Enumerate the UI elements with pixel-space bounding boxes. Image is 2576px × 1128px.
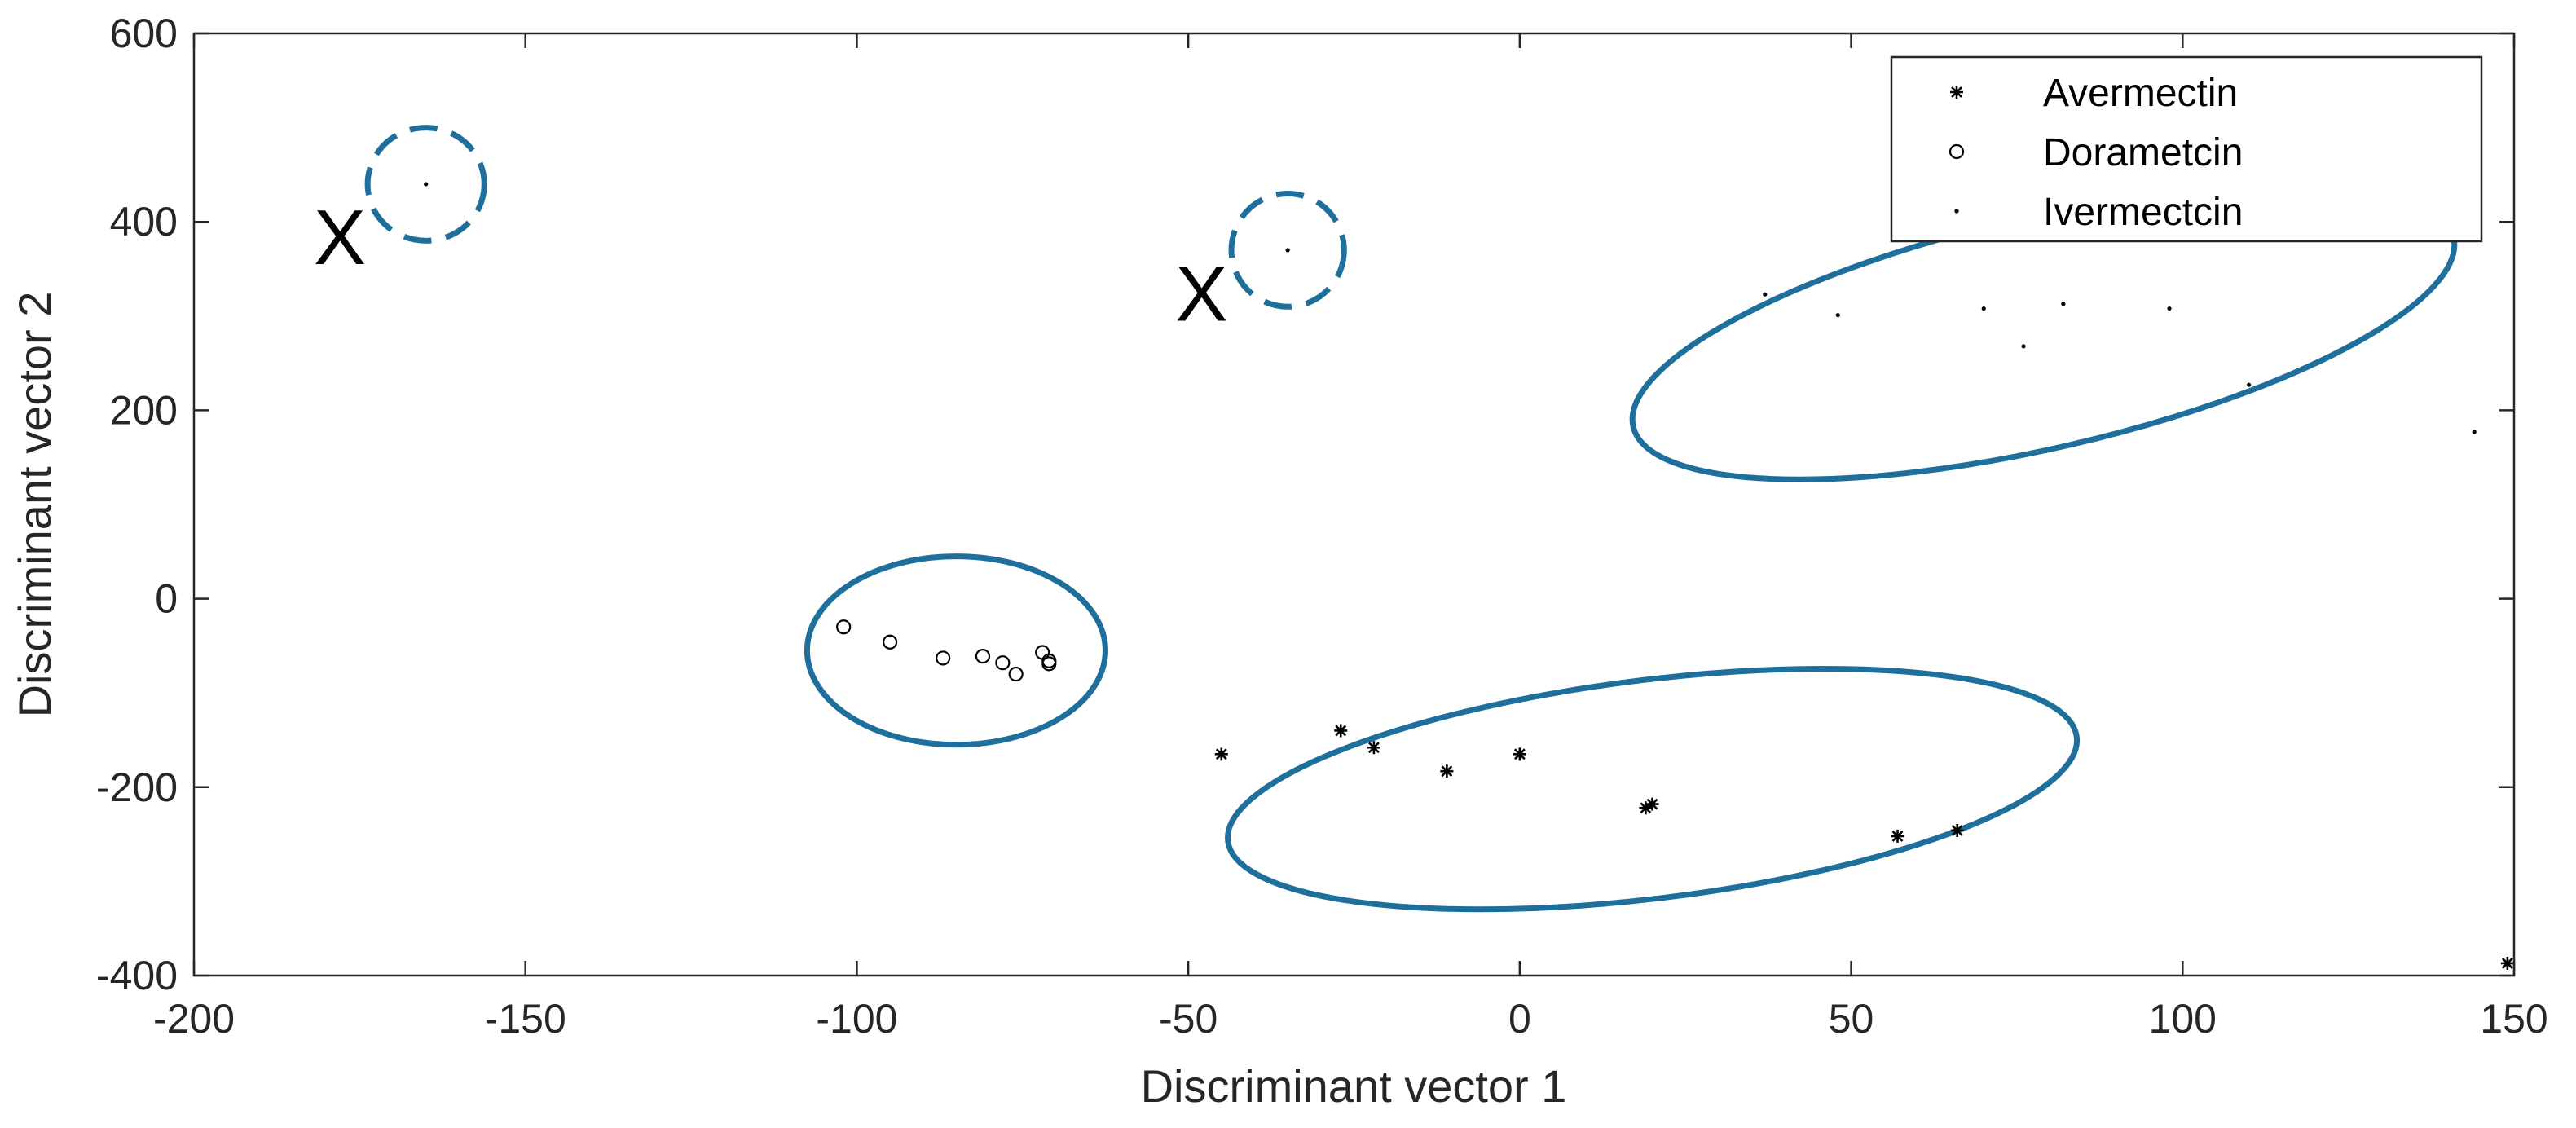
dorametcin-point	[995, 655, 1011, 671]
legend-marker-avermectin	[1950, 86, 1963, 99]
x-tick-label: 100	[2149, 996, 2217, 1042]
legend-marker-dorametcin	[1949, 143, 1965, 160]
y-tick-label: -200	[96, 764, 178, 810]
avermectin-point	[2500, 956, 2514, 970]
dorametcin-point	[1008, 666, 1024, 682]
outlier-dashed-circle	[364, 125, 487, 244]
avermectin-cluster-ellipse	[1225, 665, 2081, 913]
y-tick-label: 200	[110, 387, 178, 433]
dorametcin-cluster-ellipse	[804, 553, 1108, 748]
avermectin-point	[1891, 829, 1904, 843]
data-points	[424, 182, 2514, 970]
dorametcin-point	[936, 650, 951, 666]
avermectin-point	[1367, 741, 1380, 755]
legend-label-dorametcin: Dorametcin	[2043, 131, 2243, 174]
ivermectcin-point	[2247, 382, 2252, 387]
x-tick-label: -100	[816, 996, 897, 1042]
ivermectcin-point	[1763, 292, 1768, 297]
avermectin-point	[1645, 797, 1659, 811]
x-tick-label: 150	[2480, 996, 2547, 1042]
x-tick-label: 50	[1829, 996, 1874, 1042]
outlier-labels: XX	[314, 194, 1227, 337]
legend-marker-ivermectcin	[1954, 209, 1959, 214]
avermectin-point	[1950, 823, 1964, 837]
ivermectcin-point	[2021, 344, 2026, 349]
ivermectcin-point	[424, 182, 429, 187]
y-tick-label: 600	[110, 11, 178, 56]
ivermectcin-point	[2061, 302, 2066, 306]
y-tick-label: 400	[110, 199, 178, 245]
legend: Avermectin Dorametcin Ivermectcin	[1890, 55, 2483, 243]
x-tick-label: -50	[1159, 996, 1218, 1042]
ivermectcin-point	[1835, 313, 1840, 318]
avermectin-point	[1214, 747, 1228, 761]
ivermectcin-point	[2472, 430, 2477, 434]
outlier-dashed-circle	[1228, 191, 1347, 310]
avermectin-point	[1334, 724, 1348, 738]
avermectin-point	[1639, 801, 1653, 815]
x-tick-label: -150	[485, 996, 566, 1042]
dorametcin-point	[882, 634, 898, 650]
y-axis-label: Discriminant vector 2	[9, 292, 60, 718]
x-tick-label: -200	[153, 996, 235, 1042]
avermectin-point	[1440, 764, 1454, 778]
x-tick-label: 0	[1508, 996, 1531, 1042]
plot-frame	[192, 32, 2516, 977]
dorametcin-point	[975, 649, 991, 664]
outlier-x-label: X	[314, 194, 366, 281]
x-axis-label: Discriminant vector 1	[1141, 1060, 1567, 1112]
dorametcin-point	[1041, 656, 1057, 672]
avermectin-point	[1513, 747, 1526, 761]
legend-box	[1890, 55, 2483, 243]
outlier-x-label: X	[1175, 251, 1227, 338]
y-axis: -400 -200 0 200 400 600	[96, 11, 2514, 998]
x-axis: -200 -150 -100 -50 0 50 100 150	[153, 33, 2548, 1042]
y-tick-label: 0	[155, 576, 178, 622]
ivermectcin-point	[1981, 306, 1986, 311]
dorametcin-point	[836, 619, 852, 635]
ivermectcin-point	[1285, 248, 1290, 253]
ivermectcin-point	[2167, 306, 2172, 311]
legend-label-avermectin: Avermectin	[2043, 72, 2238, 115]
legend-label-ivermectcin: Ivermectcin	[2043, 191, 2243, 234]
y-tick-label: -400	[96, 953, 178, 998]
